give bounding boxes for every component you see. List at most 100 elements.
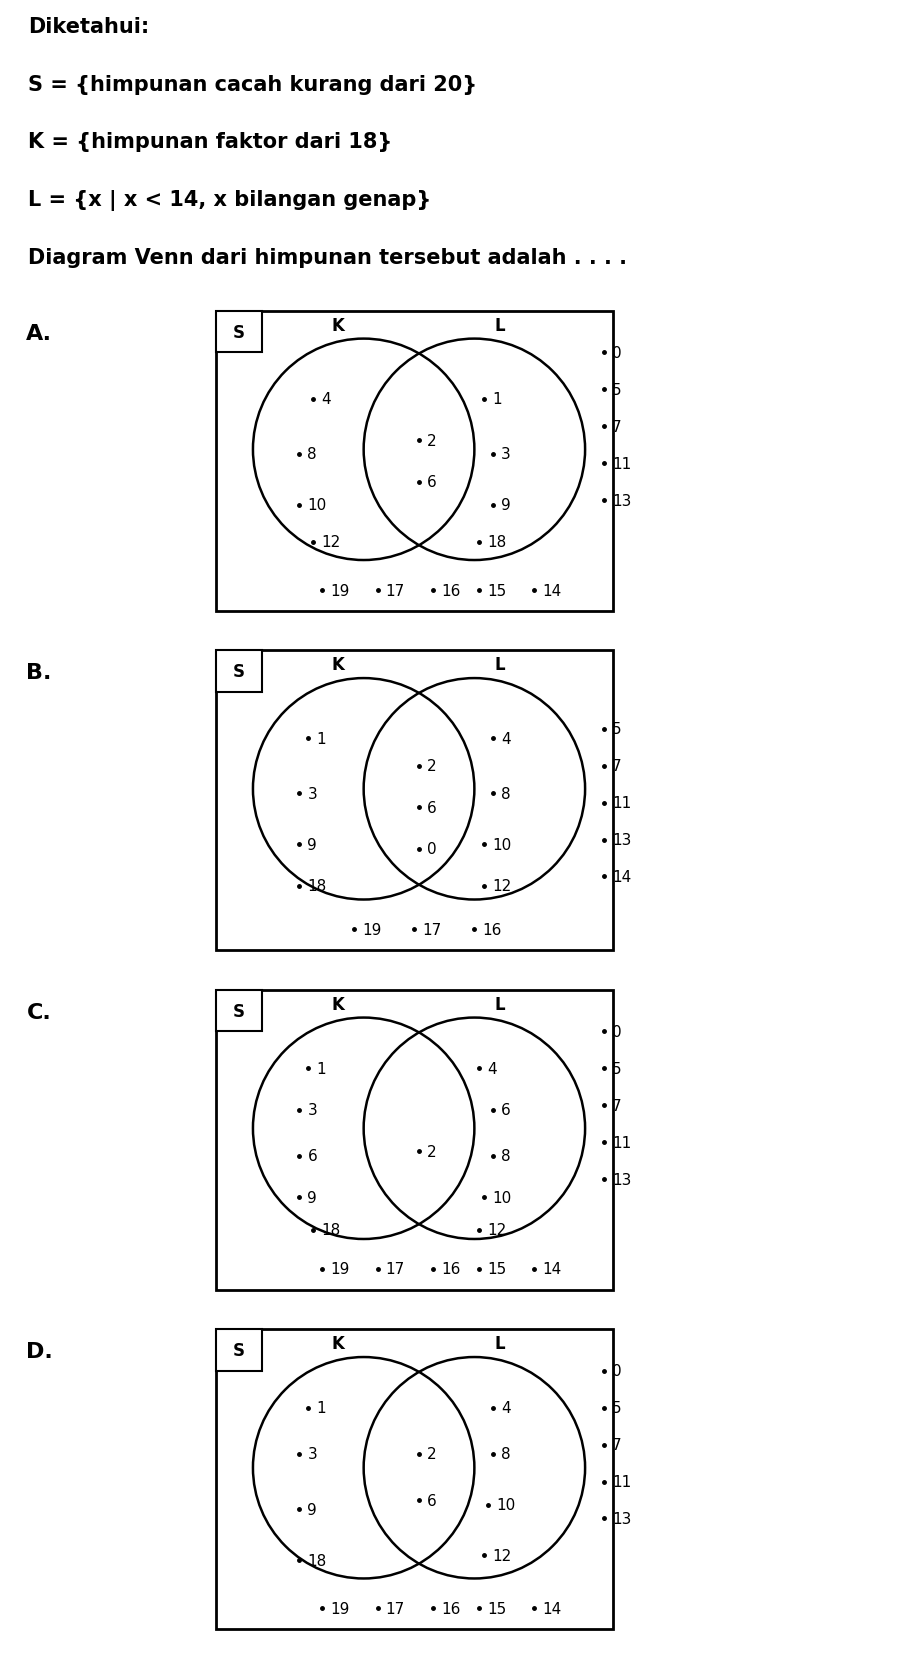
Text: 1: 1 — [317, 1061, 326, 1076]
Text: 11: 11 — [612, 796, 631, 811]
Text: L: L — [495, 655, 505, 674]
Text: 13: 13 — [612, 832, 631, 847]
Text: 6: 6 — [427, 475, 437, 490]
Text: 5: 5 — [612, 1061, 622, 1076]
Text: 0: 0 — [612, 346, 622, 361]
Text: 0: 0 — [612, 1024, 622, 1039]
Text: 11: 11 — [612, 457, 631, 472]
Text: 17: 17 — [423, 922, 442, 937]
Text: 9: 9 — [308, 1501, 317, 1518]
Bar — [216, 311, 612, 611]
Text: S: S — [233, 662, 245, 680]
Text: 15: 15 — [487, 583, 507, 597]
Text: 17: 17 — [386, 1261, 405, 1276]
Text: S: S — [233, 1001, 245, 1019]
Text: 19: 19 — [331, 1600, 350, 1615]
Text: 7: 7 — [612, 1437, 622, 1453]
Text: L: L — [495, 1334, 505, 1352]
Text: S = {himpunan cacah kurang dari 20}: S = {himpunan cacah kurang dari 20} — [28, 74, 477, 94]
Text: 2: 2 — [427, 1144, 437, 1158]
Bar — [216, 990, 262, 1031]
Bar — [216, 650, 612, 950]
Text: 2: 2 — [427, 434, 437, 449]
Text: 5: 5 — [612, 382, 622, 397]
Text: 3: 3 — [308, 1446, 317, 1461]
Text: 19: 19 — [331, 583, 350, 597]
Text: 7: 7 — [612, 419, 622, 435]
Text: 13: 13 — [612, 1172, 631, 1187]
Text: 19: 19 — [363, 922, 382, 937]
Text: 10: 10 — [492, 1190, 511, 1205]
Text: 5: 5 — [612, 1400, 622, 1415]
Text: 16: 16 — [483, 922, 502, 937]
Text: 2: 2 — [427, 758, 437, 775]
Text: 4: 4 — [321, 392, 331, 407]
Text: 9: 9 — [501, 498, 511, 513]
Text: 18: 18 — [308, 1552, 327, 1567]
Text: A.: A. — [26, 324, 52, 344]
Text: K: K — [332, 316, 344, 334]
Text: 9: 9 — [308, 837, 317, 852]
Text: 16: 16 — [441, 1261, 460, 1276]
Text: 5: 5 — [612, 722, 622, 736]
Text: 16: 16 — [441, 583, 460, 597]
Bar — [216, 311, 262, 353]
Text: 7: 7 — [612, 1097, 622, 1114]
Text: 10: 10 — [308, 498, 327, 513]
Text: Diketahui:: Diketahui: — [28, 17, 149, 36]
Text: 12: 12 — [492, 1547, 511, 1562]
Text: 6: 6 — [427, 801, 437, 816]
Text: 14: 14 — [542, 1261, 562, 1276]
Text: 3: 3 — [308, 1102, 317, 1117]
Text: B.: B. — [27, 664, 52, 684]
Text: 4: 4 — [501, 732, 511, 746]
Text: 10: 10 — [496, 1498, 516, 1513]
Text: K: K — [332, 655, 344, 674]
Text: 18: 18 — [321, 1223, 341, 1238]
Text: 3: 3 — [501, 447, 511, 462]
Text: L = {x | x < 14, x bilangan genap}: L = {x | x < 14, x bilangan genap} — [28, 190, 431, 212]
Text: 14: 14 — [542, 1600, 562, 1615]
Bar — [216, 1329, 612, 1629]
Text: K: K — [332, 995, 344, 1013]
Text: 9: 9 — [308, 1190, 317, 1205]
Bar — [216, 650, 262, 692]
Text: S: S — [233, 323, 245, 341]
Text: 12: 12 — [492, 879, 511, 894]
Text: 14: 14 — [542, 583, 562, 597]
Text: 1: 1 — [317, 1400, 326, 1415]
Text: 0: 0 — [427, 842, 437, 857]
Text: 1: 1 — [317, 732, 326, 746]
Text: 4: 4 — [501, 1400, 511, 1415]
Text: 8: 8 — [308, 447, 317, 462]
Text: L: L — [495, 316, 505, 334]
Text: 14: 14 — [612, 869, 631, 884]
Text: 8: 8 — [501, 786, 511, 801]
Text: 19: 19 — [331, 1261, 350, 1276]
Text: 4: 4 — [487, 1061, 497, 1076]
Text: 16: 16 — [441, 1600, 460, 1615]
Text: C.: C. — [27, 1003, 52, 1023]
Text: 6: 6 — [308, 1149, 317, 1163]
Text: 0: 0 — [612, 1364, 622, 1379]
Text: 12: 12 — [487, 1223, 507, 1238]
Bar — [216, 990, 612, 1289]
Text: 12: 12 — [321, 535, 341, 549]
Text: L: L — [495, 995, 505, 1013]
Text: 10: 10 — [492, 837, 511, 852]
Text: K = {himpunan faktor dari 18}: K = {himpunan faktor dari 18} — [28, 132, 391, 152]
Text: 17: 17 — [386, 583, 405, 597]
Text: S: S — [233, 1341, 245, 1359]
Text: 1: 1 — [492, 392, 502, 407]
Text: 18: 18 — [487, 535, 507, 549]
Text: 13: 13 — [612, 1511, 631, 1526]
Text: 7: 7 — [612, 758, 622, 775]
Text: 8: 8 — [501, 1446, 511, 1461]
Text: 3: 3 — [308, 786, 317, 801]
Text: 8: 8 — [501, 1149, 511, 1163]
Bar — [216, 1329, 262, 1370]
Text: 11: 11 — [612, 1475, 631, 1490]
Text: 6: 6 — [427, 1493, 437, 1508]
Text: 17: 17 — [386, 1600, 405, 1615]
Text: Diagram Venn dari himpunan tersebut adalah . . . .: Diagram Venn dari himpunan tersebut adal… — [28, 248, 626, 268]
